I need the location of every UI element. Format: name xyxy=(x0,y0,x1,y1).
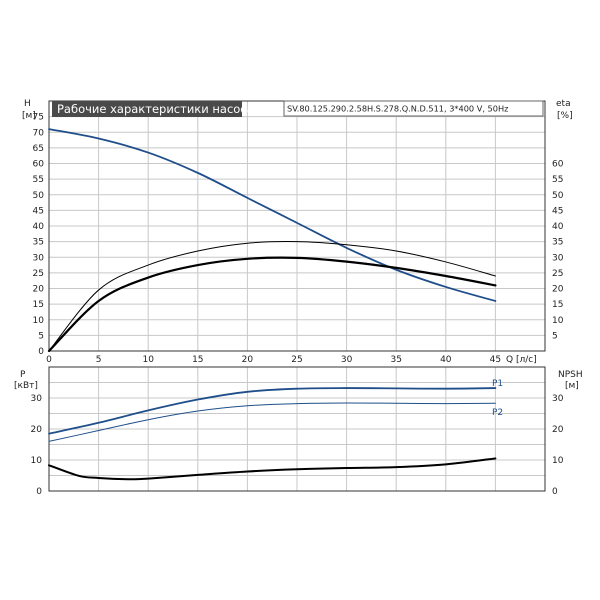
p-tick-label: 30 xyxy=(31,394,43,404)
series-line-p1 xyxy=(48,387,497,435)
h-tick-label: 5 xyxy=(38,331,44,341)
title-box: Рабочие характеристики насоса xyxy=(52,101,254,117)
eta-tick-label: 15 xyxy=(552,300,563,310)
lower-plot-frame xyxy=(48,366,546,492)
chart-title: Рабочие характеристики насоса xyxy=(57,102,254,116)
npsh-tick-label: 10 xyxy=(552,456,564,466)
h-tick-label: 20 xyxy=(33,285,45,295)
eta-tick-label: 10 xyxy=(552,316,564,326)
h-tick-label: 25 xyxy=(33,269,44,279)
npsh-tick-label: 0 xyxy=(552,487,558,497)
q-tick-label: 20 xyxy=(242,355,254,365)
q-tick-label: 10 xyxy=(142,355,154,365)
h-tick-label: 65 xyxy=(33,144,44,154)
eta-tick-label: 35 xyxy=(552,238,563,248)
h-tick-label: 50 xyxy=(33,191,45,201)
h-tick-label: 55 xyxy=(33,175,44,185)
h-tick-label: 15 xyxy=(33,300,44,310)
h-tick-label: 10 xyxy=(33,316,45,326)
p-tick-label: 20 xyxy=(31,425,43,435)
eta-tick-label: 40 xyxy=(552,222,564,232)
series-line-npsh xyxy=(48,457,497,481)
pump-model-label: SV.80.125.290.2.58H.S.278.Q.N.D.511, 3*4… xyxy=(287,104,508,114)
npsh-axis-unit: [м] xyxy=(565,381,579,391)
eta-tick-label: 50 xyxy=(552,191,564,201)
p-tick-label: 0 xyxy=(36,487,42,497)
series-line-h-0 xyxy=(48,128,497,302)
q-tick-label: 40 xyxy=(440,355,452,365)
h-axis-title: H xyxy=(24,99,31,109)
lower-tick-labels: 0 10 20 30 0 10 20 30 xyxy=(31,394,564,497)
q-tick-label: 30 xyxy=(341,355,353,365)
p-axis-unit: [кВт] xyxy=(14,381,38,391)
h-tick-label: 75 xyxy=(33,113,44,123)
series-label-p1: P1 xyxy=(492,379,503,389)
npsh-tick-label: 30 xyxy=(552,394,564,404)
eta-tick-label: 20 xyxy=(552,285,564,295)
h-tick-label: 35 xyxy=(33,238,44,248)
q-tick-label: 0 xyxy=(46,355,52,365)
q-axis-title: Q [л/с] xyxy=(506,355,537,365)
upper-plot-grid xyxy=(49,101,545,351)
p-tick-label: 10 xyxy=(31,456,43,466)
eta-tick-label: 60 xyxy=(552,160,564,170)
eta-tick-label: 55 xyxy=(552,175,563,185)
h-tick-label: 60 xyxy=(33,160,45,170)
h-tick-label: 0 xyxy=(38,347,44,357)
lower-plot-grid xyxy=(49,367,545,491)
lower-series-lines xyxy=(48,387,497,481)
p-axis-title: P xyxy=(20,370,26,380)
h-tick-label: 30 xyxy=(33,253,45,263)
q-tick-label: 35 xyxy=(390,355,401,365)
subtitle-box: SV.80.125.290.2.58H.S.278.Q.N.D.511, 3*4… xyxy=(283,100,544,117)
h-tick-label: 45 xyxy=(33,206,44,216)
h-tick-label: 40 xyxy=(33,222,45,232)
upper-tick-labels: 0510152025303540455055606570755101520253… xyxy=(33,113,564,365)
q-tick-label: 5 xyxy=(96,355,102,365)
q-tick-label: 45 xyxy=(490,355,501,365)
series-label-p2: P2 xyxy=(492,408,503,418)
series-line-eta-2 xyxy=(47,256,497,353)
npsh-axis-title: NPSH xyxy=(558,370,583,380)
upper-series-lines xyxy=(47,128,497,353)
eta-tick-label: 25 xyxy=(552,269,563,279)
q-tick-label: 25 xyxy=(291,355,302,365)
eta-tick-label: 30 xyxy=(552,253,564,263)
eta-tick-label: 45 xyxy=(552,206,563,216)
q-tick-label: 15 xyxy=(192,355,203,365)
npsh-tick-label: 20 xyxy=(552,425,564,435)
eta-axis-title: eta xyxy=(556,99,571,109)
series-line-p2 xyxy=(48,402,496,442)
h-axis-unit: [м] xyxy=(22,111,36,121)
series-line-eta-1 xyxy=(48,241,496,352)
eta-tick-label: 5 xyxy=(552,331,558,341)
h-tick-label: 70 xyxy=(33,128,45,138)
eta-axis-unit: [%] xyxy=(557,111,573,121)
